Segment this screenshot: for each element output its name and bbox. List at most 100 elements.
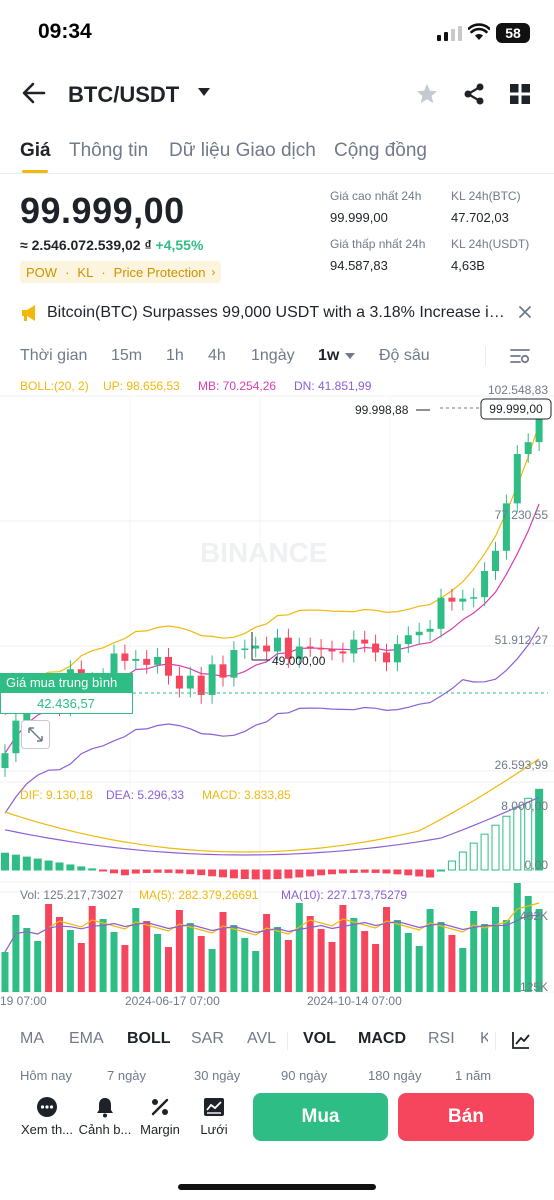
- tab-trading-data[interactable]: Dữ liệu Giao dịch: [169, 140, 316, 161]
- macd-bar: [175, 869, 184, 874]
- tags-badge[interactable]: POW · KL · Price Protection ›: [20, 261, 222, 283]
- share-icon[interactable]: [462, 82, 486, 106]
- macd-bar: [240, 869, 249, 880]
- tag-pow[interactable]: POW: [26, 264, 58, 280]
- tf-4h[interactable]: 4h: [208, 347, 226, 364]
- grid-action[interactable]: Lưới: [194, 1096, 234, 1137]
- candles: [1, 399, 543, 777]
- tab-price[interactable]: Giá: [20, 140, 51, 161]
- ind-k[interactable]: K: [480, 1030, 488, 1047]
- volume-bar: [404, 933, 412, 992]
- percent-icon: [151, 1098, 169, 1116]
- volume-bar: [154, 934, 162, 992]
- candle-body: [426, 628, 434, 632]
- ind-ma[interactable]: MA: [20, 1030, 44, 1047]
- macd-bar: [328, 869, 336, 875]
- period-7d[interactable]: 7 ngày: [107, 1068, 147, 1083]
- volume-bar: [121, 945, 129, 992]
- volume-bar: [317, 929, 325, 992]
- star-icon[interactable]: [415, 82, 439, 106]
- boll-mb-legend: MB: 70.254,26: [198, 379, 276, 393]
- tag-kl[interactable]: KL: [77, 264, 94, 280]
- chart-settings-icon[interactable]: [510, 348, 530, 364]
- volume-bar: [1, 952, 9, 992]
- macd-pane: [1, 758, 544, 880]
- close-icon[interactable]: [519, 306, 531, 318]
- volume-bar: [88, 906, 96, 992]
- megaphone-icon: [22, 305, 35, 321]
- tf-1h[interactable]: 1h: [166, 347, 184, 364]
- macd-tick: 0,00: [525, 858, 549, 872]
- candle-body: [110, 653, 118, 678]
- volume-bar: [143, 921, 151, 992]
- tf-1w[interactable]: 1w: [318, 347, 340, 364]
- period-180d[interactable]: 180 ngày: [368, 1068, 422, 1083]
- ind-boll[interactable]: BOLL: [127, 1030, 171, 1047]
- stat-volbtc-label: KL 24h(BTC): [451, 189, 521, 203]
- ind-vol[interactable]: VOL: [303, 1030, 336, 1047]
- candle-body: [492, 550, 499, 572]
- vol-ma10-line: [4, 914, 540, 953]
- candle-body: [175, 675, 183, 689]
- candle-body: [339, 651, 347, 654]
- grid-menu-icon[interactable]: [510, 84, 530, 104]
- avg-buy-value: 42.436,57: [37, 696, 95, 711]
- vol-tick: 482K: [520, 909, 548, 923]
- status-time: 09:34: [38, 20, 92, 43]
- macd-bar: [22, 856, 31, 871]
- ind-rsi[interactable]: RSI: [428, 1030, 455, 1047]
- boll-legend: BOLL:(20, 2): [20, 379, 89, 393]
- macd-bar: [44, 860, 53, 871]
- pair-title[interactable]: BTC/USDT: [68, 82, 180, 107]
- tab-info[interactable]: Thông tin: [69, 140, 149, 161]
- sell-button[interactable]: Bán: [398, 1093, 534, 1141]
- macd-bar: [437, 869, 445, 872]
- macd-bar: [524, 797, 533, 871]
- grid-bot-icon: [204, 1098, 224, 1116]
- news-ticker[interactable]: Bitcoin(BTC) Surpasses 99,000 USDT with …: [47, 304, 507, 321]
- caret-down-icon[interactable]: [198, 88, 210, 96]
- date-tick: 2024-10-14 07:00: [307, 994, 402, 1008]
- drawing-tools-icon[interactable]: [511, 1030, 531, 1050]
- tab-community[interactable]: Cộng đồng: [334, 140, 427, 161]
- tf-time[interactable]: Thời gian: [20, 347, 88, 364]
- tf-15m[interactable]: 15m: [111, 347, 143, 364]
- volume-bar: [186, 923, 194, 992]
- page-tabs: Giá Thông tin Dữ liệu Giao dịch Cộng đồn…: [0, 134, 554, 174]
- ind-sar[interactable]: SAR: [191, 1030, 224, 1047]
- alert-action[interactable]: Cảnh b...: [77, 1096, 133, 1137]
- kline-chart[interactable]: BINANCE BOLL:(20, 2) UP: 98.656,53 MB: 7…: [0, 372, 554, 1012]
- tf-1day[interactable]: 1ngày: [251, 347, 295, 364]
- macd-bar: [273, 869, 282, 880]
- buy-button[interactable]: Mua: [253, 1093, 388, 1141]
- tag-price-protection[interactable]: Price Protection: [113, 264, 206, 280]
- macd-bar: [426, 869, 435, 878]
- caret-down-icon[interactable]: [345, 353, 355, 359]
- macd-bar: [306, 869, 315, 877]
- ind-macd[interactable]: MACD: [358, 1030, 406, 1047]
- last-price: 99.999,00: [20, 190, 185, 231]
- binance-watermark: BINANCE: [200, 537, 328, 568]
- period-today[interactable]: Hôm nay: [20, 1068, 73, 1083]
- volume-bar: [393, 920, 401, 992]
- macd-bar: [164, 869, 173, 873]
- macd-bar: [317, 869, 326, 876]
- back-arrow-icon[interactable]: [22, 82, 46, 104]
- tf-depth[interactable]: Độ sâu: [379, 347, 430, 364]
- macd-dea-line: [4, 796, 540, 856]
- period-90d[interactable]: 90 ngày: [281, 1068, 328, 1083]
- volume-bar: [448, 935, 456, 992]
- more-action[interactable]: Xem th...: [18, 1096, 76, 1137]
- ind-avl[interactable]: AVL: [247, 1030, 277, 1047]
- margin-action[interactable]: Margin: [135, 1096, 185, 1137]
- macd-bar: [186, 869, 195, 875]
- price-tick: 102.548,83: [488, 383, 548, 397]
- volume-bar: [492, 907, 499, 992]
- period-30d[interactable]: 30 ngày: [194, 1068, 241, 1083]
- volume-bar: [175, 910, 183, 992]
- volume-bar: [481, 924, 489, 992]
- period-1y[interactable]: 1 năm: [455, 1068, 492, 1083]
- macd-bar: [502, 815, 511, 871]
- macd-bar: [469, 842, 478, 871]
- ind-ema[interactable]: EMA: [69, 1030, 104, 1047]
